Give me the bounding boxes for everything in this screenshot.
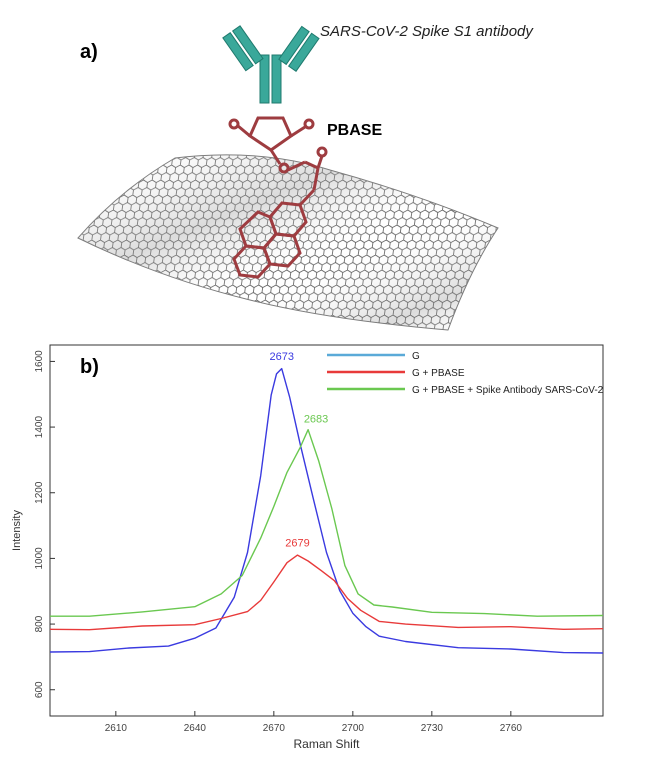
x-tick-label: 2760 (500, 723, 523, 734)
chart-legend: G G + PBASE G + PBASE + Spike Antibody SAR… (327, 351, 604, 396)
panel-a: a) SARS-CoV-2 Spike S1 antibody PBASE (0, 0, 669, 335)
x-tick-label: 2610 (105, 723, 128, 734)
peak-labels: 2673 2679 2683 (269, 351, 328, 549)
graphene-sheet (77, 154, 499, 331)
panel-b: 2610 2640 2670 2700 2730 2760 600 800 1000 1200 14… (0, 335, 669, 756)
legend-entry-0: G (412, 351, 420, 362)
x-axis-label: Raman Shift (293, 737, 360, 751)
series-line-1 (49, 554, 604, 631)
legend-entry-1: G + PBASE (412, 368, 465, 379)
y-tick-label: 1200 (34, 481, 45, 504)
panel-a-illustration: a) SARS-CoV-2 Spike S1 antibody PBASE (77, 23, 534, 331)
raman-chart: 2610 2640 2670 2700 2730 2760 600 800 1000 1200 14… (11, 344, 604, 751)
antibody-label: SARS-CoV-2 Spike S1 antibody (320, 23, 534, 40)
peak-label-2: 2683 (304, 413, 328, 425)
y-tick-label: 600 (34, 681, 45, 698)
panel-a-label: a) (80, 41, 98, 63)
y-tick-label: 1400 (34, 416, 45, 439)
chart-series (49, 367, 604, 654)
chart-axes: 2610 2640 2670 2700 2730 2760 600 800 1000 1200 14… (34, 344, 604, 734)
peak-label-1: 2679 (285, 537, 309, 549)
x-tick-label: 2700 (342, 723, 365, 734)
x-tick-label: 2670 (263, 723, 286, 734)
y-tick-label: 800 (34, 615, 45, 632)
x-tick-label: 2730 (421, 723, 444, 734)
antibody-icon (222, 25, 320, 104)
y-tick-label: 1000 (34, 547, 45, 570)
series-line-0 (49, 367, 604, 654)
legend-entry-2: G + PBASE + Spike Antibody SARS-CoV-2 (412, 385, 604, 396)
panel-b-label: b) (80, 356, 99, 378)
peak-label-0: 2673 (269, 351, 293, 363)
pbase-label: PBASE (327, 122, 382, 139)
pbase-molecule-icon (228, 116, 328, 279)
y-axis-label: Intensity (11, 510, 23, 551)
plot-frame (49, 344, 604, 717)
series-line-2 (50, 429, 604, 617)
x-tick-label: 2640 (184, 723, 207, 734)
y-tick-label: 1600 (34, 350, 45, 373)
